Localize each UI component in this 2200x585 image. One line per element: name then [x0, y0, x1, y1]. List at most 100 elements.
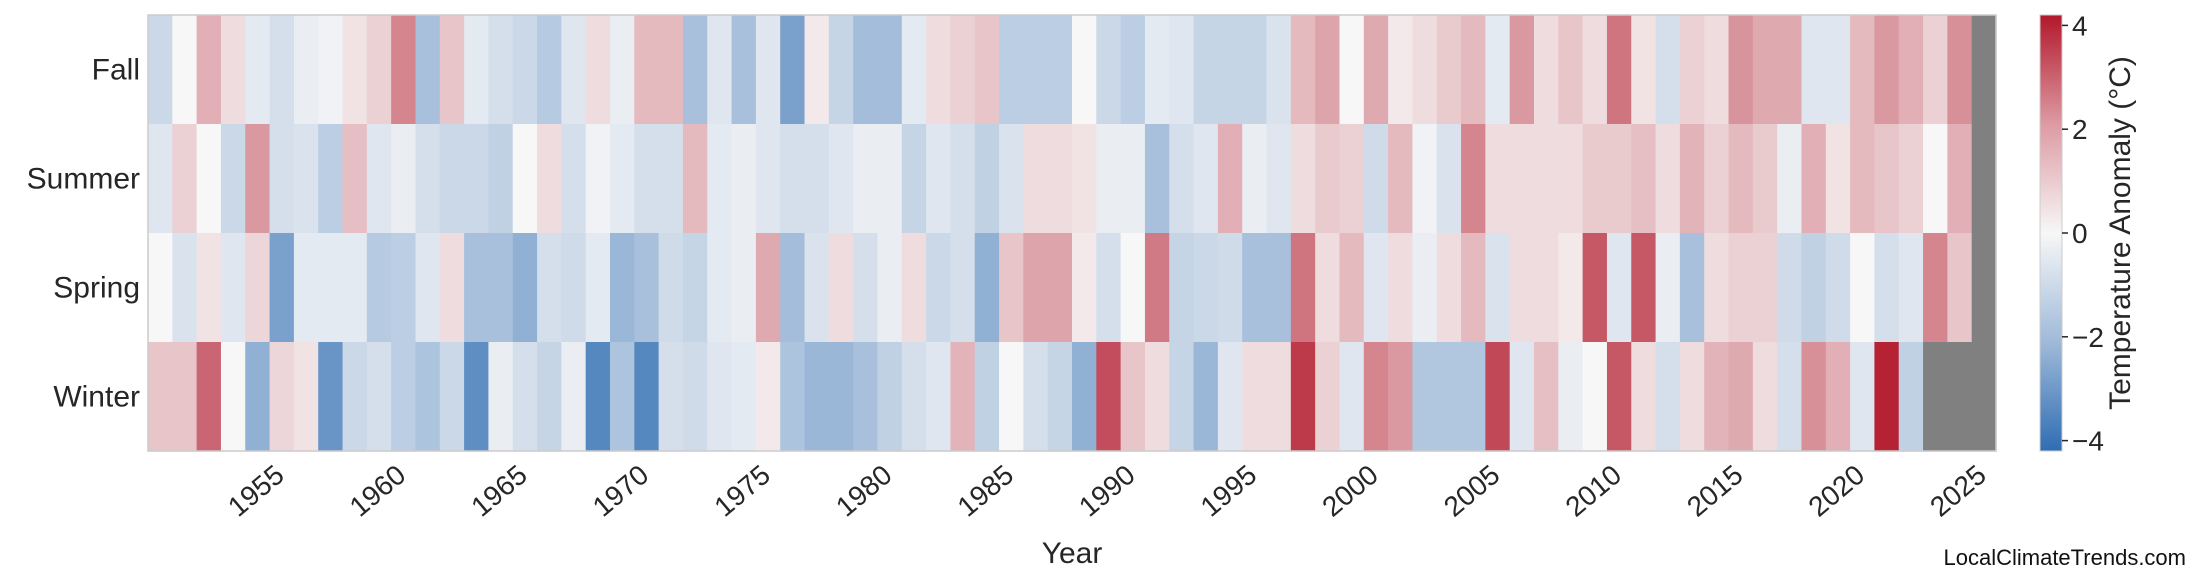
- heatmap-cell: [1777, 342, 1803, 452]
- heatmap-cell: [561, 124, 587, 234]
- heatmap-cell: [853, 124, 879, 234]
- heatmap-cell: [901, 233, 927, 343]
- heatmap-cell: [1169, 124, 1195, 234]
- heatmap-cell: [1266, 15, 1292, 125]
- heatmap-cell: [1315, 342, 1341, 452]
- heatmap-cell: [1534, 124, 1559, 234]
- heatmap-cell: [172, 342, 198, 452]
- heatmap-cell: [780, 124, 806, 234]
- x-tick-label: 1960: [344, 459, 412, 523]
- heatmap-cell: [731, 233, 757, 343]
- heatmap-cell: [1290, 342, 1316, 452]
- heatmap-cell: [1582, 342, 1608, 452]
- heatmap-cell: [1631, 342, 1657, 452]
- heatmap-cell: [439, 233, 465, 343]
- heatmap-cell: [1825, 233, 1851, 343]
- heatmap-cell: [318, 342, 344, 452]
- row-label-fall: Fall: [92, 54, 140, 87]
- heatmap-cell: [585, 233, 611, 343]
- heatmap-cell: [707, 15, 733, 125]
- heatmap-cell: [1096, 124, 1122, 234]
- heatmap-cell: [148, 233, 173, 343]
- heatmap-cell: [1971, 124, 1997, 234]
- heatmap-cell: [1801, 233, 1827, 343]
- heatmap-cell: [1193, 233, 1219, 343]
- heatmap-cell: [1582, 233, 1608, 343]
- heatmap-cell: [634, 233, 660, 343]
- heatmap-cell: [415, 342, 441, 452]
- heatmap-cell: [1509, 342, 1535, 452]
- heatmap-cell: [1388, 15, 1414, 125]
- heatmap-cell: [1023, 124, 1049, 234]
- heatmap-cell: [1242, 342, 1268, 452]
- heatmap-cell: [1290, 124, 1316, 234]
- heatmap-cell: [537, 342, 562, 452]
- heatmap-cell: [1874, 342, 1900, 452]
- heatmap-cell: [1728, 233, 1754, 343]
- x-tick-label: 1990: [1073, 459, 1141, 523]
- heatmap-cell: [1606, 15, 1632, 125]
- heatmap-cell: [245, 342, 271, 452]
- heatmap-cell: [1023, 342, 1049, 452]
- heatmap-cell: [1606, 124, 1632, 234]
- heatmap-cell: [1728, 15, 1754, 125]
- heatmap-cell: [220, 124, 246, 234]
- heatmap-cell: [1120, 233, 1146, 343]
- heatmap-cell: [1388, 342, 1414, 452]
- x-tick-label: 2025: [1924, 459, 1992, 523]
- heatmap-cell: [1534, 342, 1559, 452]
- heatmap-cell: [682, 233, 708, 343]
- heatmap-cell: [1315, 15, 1341, 125]
- heatmap-cell: [172, 233, 198, 343]
- x-tick-label: 1980: [830, 459, 898, 523]
- heatmap-cell: [1850, 342, 1876, 452]
- heatmap-cell: [1436, 124, 1462, 234]
- colorbar-tick-label: −2: [2072, 322, 2104, 353]
- heatmap-cell: [1363, 342, 1389, 452]
- heatmap-cell: [220, 233, 246, 343]
- heatmap-cell: [561, 342, 587, 452]
- heatmap-cell: [1558, 124, 1584, 234]
- heatmap-cell: [415, 233, 441, 343]
- heatmap-cell: [974, 342, 1000, 452]
- heatmap-cell: [439, 15, 465, 125]
- heatmap-cell: [682, 15, 708, 125]
- heatmap-cell: [877, 15, 903, 125]
- heatmap-cell: [318, 233, 344, 343]
- heatmap-cell: [293, 15, 319, 125]
- heatmap-cell: [999, 124, 1024, 234]
- heatmap-cell: [1558, 233, 1584, 343]
- heatmap-cell: [415, 15, 441, 125]
- watermark: LocalClimateTrends.com: [1943, 545, 2187, 570]
- heatmap-cell: [1217, 233, 1243, 343]
- heatmap-cell: [1971, 233, 1997, 343]
- heatmap-cell: [1679, 124, 1705, 234]
- heatmap-cell: [1485, 124, 1511, 234]
- heatmap-cell: [1679, 233, 1705, 343]
- heatmap-cell: [1242, 233, 1268, 343]
- heatmap-cell: [512, 342, 538, 452]
- heatmap-cell: [366, 233, 392, 343]
- heatmap-cell: [1704, 124, 1730, 234]
- heatmap-cell: [1850, 15, 1876, 125]
- heatmap-cell: [1704, 342, 1730, 452]
- heatmap-cell: [269, 233, 295, 343]
- heatmap-cell: [1947, 124, 1973, 234]
- heatmap-cell: [196, 342, 222, 452]
- heatmap-cell: [682, 124, 708, 234]
- x-tick-label: 1995: [1195, 459, 1263, 523]
- heatmap-cell: [220, 15, 246, 125]
- heatmap-cell: [366, 342, 392, 452]
- heatmap-cell: [1266, 233, 1292, 343]
- heatmap-cell: [1874, 15, 1900, 125]
- heatmap-cell: [926, 342, 952, 452]
- heatmap-cell: [269, 15, 295, 125]
- heatmap-cell: [1752, 124, 1778, 234]
- heatmap-cell: [1874, 233, 1900, 343]
- heatmap-cell: [1825, 342, 1851, 452]
- heatmap-cell: [1242, 15, 1268, 125]
- heatmap-cell: [999, 233, 1024, 343]
- heatmap-cell: [391, 233, 417, 343]
- heatmap-cell: [731, 15, 757, 125]
- heatmap-cell: [1509, 15, 1535, 125]
